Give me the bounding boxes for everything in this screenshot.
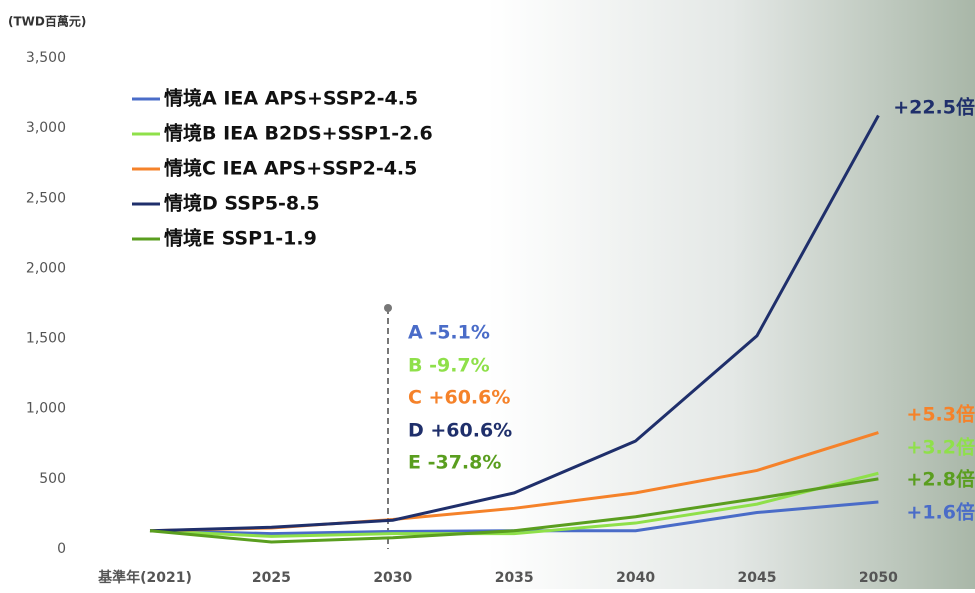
legend-label: 情境B IEA B2DS+SSP1-2.6 xyxy=(164,122,433,145)
y-tick-label: 2,000 xyxy=(26,260,66,276)
y-tick-label: 500 xyxy=(39,471,66,487)
y-tick-label: 1,000 xyxy=(26,401,66,417)
end-label: +1.6倍 xyxy=(906,501,975,524)
x-tick-label: 2030 xyxy=(373,570,412,586)
y-tick-label: 0 xyxy=(57,541,66,557)
y-tick-label: 3,000 xyxy=(26,120,66,136)
change-label: D +60.6% xyxy=(408,420,512,442)
change-label: C +60.6% xyxy=(408,387,510,409)
end-label: +22.5倍 xyxy=(893,96,975,119)
series-line xyxy=(149,471,879,538)
change-label: B -9.7% xyxy=(408,355,490,377)
y-tick-label: 1,500 xyxy=(26,331,66,347)
end-label: +5.3倍 xyxy=(906,403,975,426)
end-label: +3.2倍 xyxy=(906,436,975,459)
x-tick-label: 2050 xyxy=(859,570,898,586)
x-tick-label: 2045 xyxy=(738,570,777,586)
x-tick-label: 基準年(2021) xyxy=(98,569,192,586)
end-label: +2.8倍 xyxy=(906,468,975,491)
legend-label: 情境E SSP1-1.9 xyxy=(164,227,317,250)
legend-label: 情境C IEA APS+SSP2-4.5 xyxy=(164,157,417,180)
legend-label: 情境A IEA APS+SSP2-4.5 xyxy=(164,87,418,110)
change-label: E -37.8% xyxy=(408,452,501,474)
y-tick-label: 3,500 xyxy=(26,50,66,66)
legend-label: 情境D SSP5-8.5 xyxy=(164,192,320,215)
change-label: A -5.1% xyxy=(408,322,490,344)
series-line xyxy=(149,114,880,533)
unit-label: (TWD百萬元) xyxy=(8,14,86,29)
x-tick-label: 2040 xyxy=(616,570,655,586)
x-tick-label: 2035 xyxy=(495,570,534,586)
marker-dot xyxy=(384,304,392,312)
y-tick-label: 2,500 xyxy=(26,190,66,206)
x-tick-label: 2025 xyxy=(252,570,291,586)
series-line xyxy=(149,477,879,544)
